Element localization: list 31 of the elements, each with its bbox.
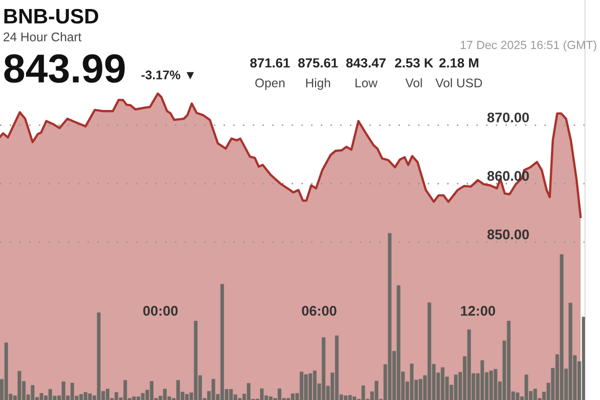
text: 24 Hour Chart xyxy=(4,32,82,42)
annotation: 871.61 xyxy=(250,58,290,68)
bar xyxy=(96,312,101,400)
annotation: Vol USD xyxy=(435,78,482,88)
annotation: 17 Dec 2025 16:51 (GMT) xyxy=(460,40,596,52)
bar xyxy=(480,360,484,400)
y-tick-label: 850.00 xyxy=(487,230,529,240)
bar xyxy=(388,233,392,400)
annotation: 843.47 xyxy=(346,58,386,68)
bar xyxy=(506,320,511,400)
annotation: 843.99 xyxy=(4,54,125,83)
bar xyxy=(582,316,585,400)
annotation: 2.53 K xyxy=(395,58,434,68)
bar xyxy=(410,364,414,400)
annotation: -3.17% ▼ xyxy=(141,70,194,80)
bar xyxy=(48,389,52,400)
y-tick-label: 870.00 xyxy=(487,112,529,122)
bar xyxy=(312,370,317,400)
annotation: 875.61 xyxy=(298,58,338,68)
bar xyxy=(361,385,366,400)
annotation: High xyxy=(306,78,330,90)
x-tick-label: 06:00 xyxy=(302,306,336,316)
x-tick-label: 00:00 xyxy=(143,306,178,316)
annotation: 2.18 M xyxy=(439,58,478,68)
x-tick-label: 12:00 xyxy=(460,306,496,316)
annotation: Vol xyxy=(405,78,422,88)
annotation: Low xyxy=(356,78,378,88)
annotation: Open xyxy=(255,78,284,90)
bar xyxy=(290,393,295,400)
chart-title: BNB-USD xyxy=(4,8,98,24)
bar xyxy=(194,320,198,400)
